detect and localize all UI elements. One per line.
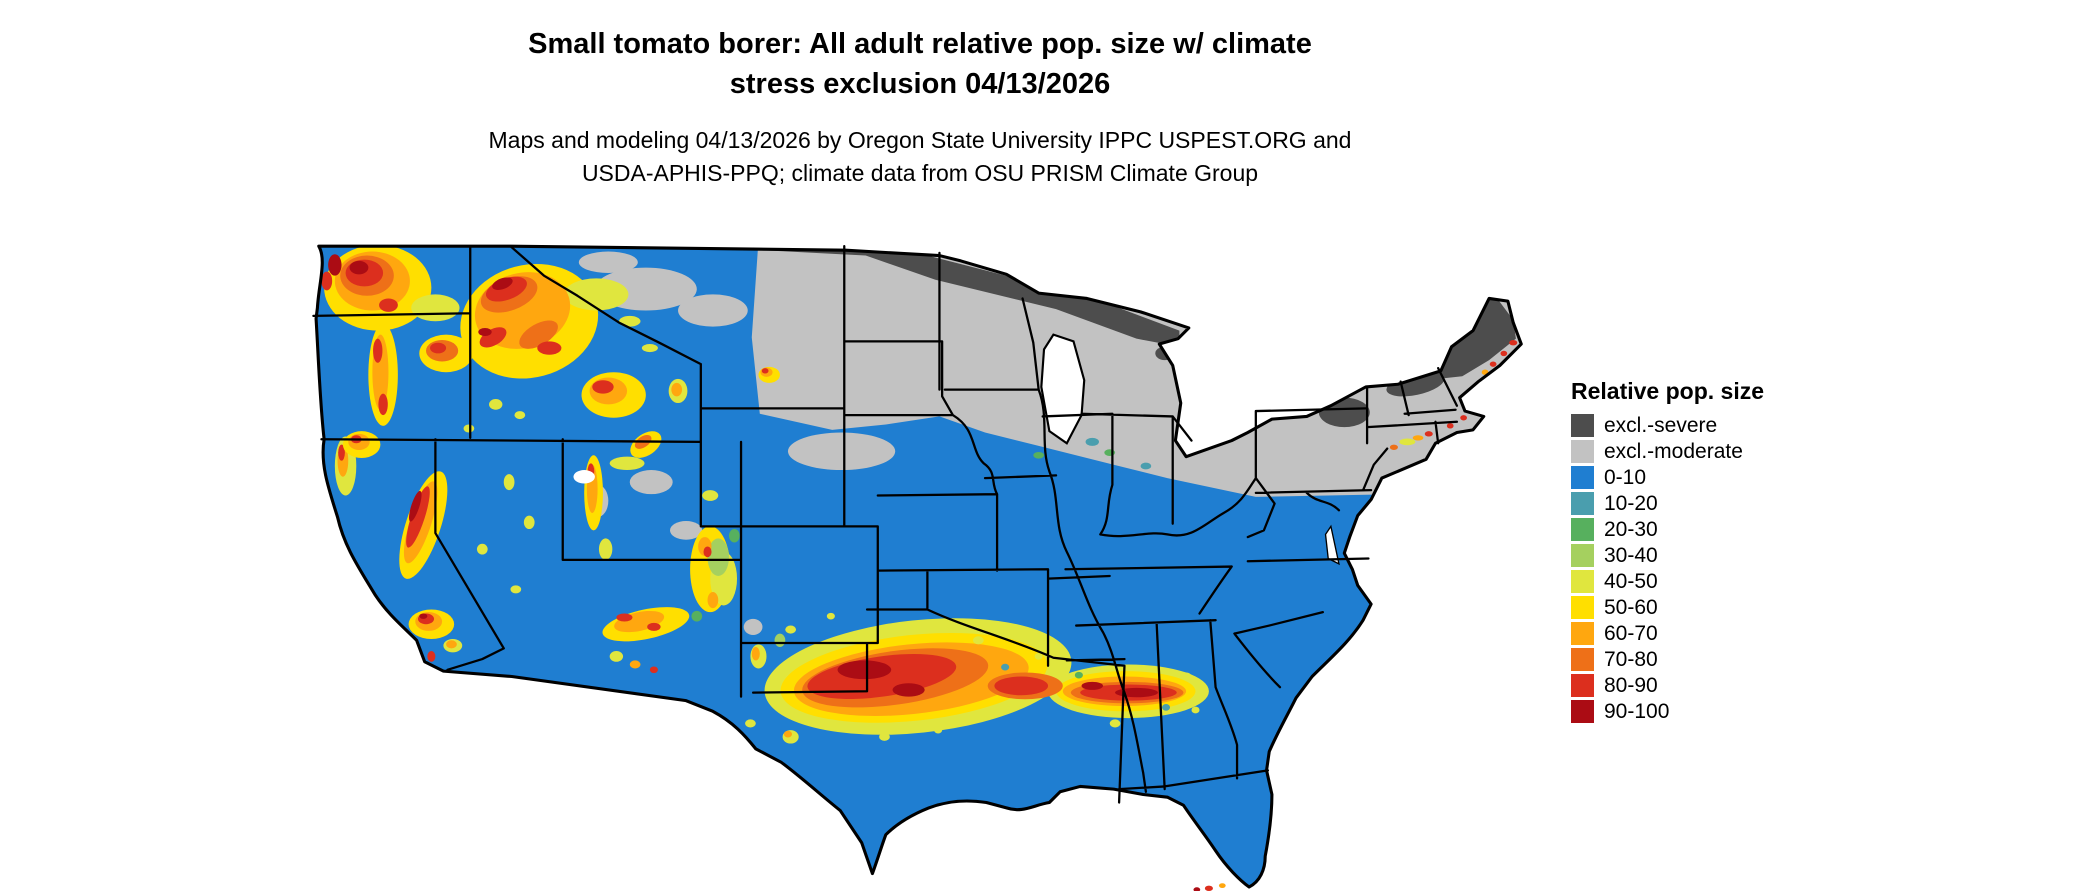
legend-label: 0-10 xyxy=(1604,465,1647,489)
legend-swatch xyxy=(1571,414,1594,437)
legend-label: 10-20 xyxy=(1604,491,1658,515)
legend-swatch xyxy=(1571,622,1594,645)
legend-swatch xyxy=(1571,518,1594,541)
legend: Relative pop. size excl.-severe excl.-mo… xyxy=(1571,378,1764,726)
us-map-svg xyxy=(312,244,1523,891)
legend-label: 70-80 xyxy=(1604,647,1658,671)
legend-swatch xyxy=(1571,440,1594,463)
legend-label: excl.-moderate xyxy=(1604,439,1743,463)
hotspot-california xyxy=(334,431,463,662)
legend-item-90-100: 90-100 xyxy=(1571,700,1764,723)
legend-item-excl-moderate: excl.-moderate xyxy=(1571,440,1764,463)
map-subtitle-line1: Maps and modeling 04/13/2026 by Oregon S… xyxy=(488,127,1352,153)
map-subtitle-line2: USDA-APHIS-PPQ; climate data from OSU PR… xyxy=(581,160,1259,186)
legend-label: 60-70 xyxy=(1604,621,1658,645)
legend-swatch xyxy=(1571,492,1594,515)
hotspot-gulf-band xyxy=(745,612,1209,744)
legend-label: 90-100 xyxy=(1604,699,1670,723)
hotspot-colorado xyxy=(690,526,740,622)
legend-item-50-60: 50-60 xyxy=(1571,596,1764,619)
hotspot-pacific-northwest xyxy=(321,246,460,331)
legend-item-30-40: 30-40 xyxy=(1571,544,1764,567)
legend-item-70-80: 70-80 xyxy=(1571,648,1764,671)
legend-label: 20-30 xyxy=(1604,517,1658,541)
legend-label: 50-60 xyxy=(1604,595,1658,619)
legend-item-excl-severe: excl.-severe xyxy=(1571,414,1764,437)
hotspot-northern-rockies xyxy=(460,263,658,379)
map-title-line1: Small tomato borer: All adult relative p… xyxy=(528,28,1312,60)
legend-item-20-30: 20-30 xyxy=(1571,518,1764,541)
legend-label: excl.-severe xyxy=(1604,413,1718,437)
us-outline xyxy=(314,244,1523,889)
state-borders xyxy=(312,245,1459,804)
legend-swatch xyxy=(1571,466,1594,489)
hotspot-oregon xyxy=(368,323,526,433)
legend-item-0-10: 0-10 xyxy=(1571,466,1764,489)
hotspot-nevada-dots xyxy=(476,474,535,594)
great-salt-lake xyxy=(573,470,595,484)
legend-swatch xyxy=(1571,700,1594,723)
legend-item-40-50: 40-50 xyxy=(1571,570,1764,593)
legend-swatch xyxy=(1571,570,1594,593)
legend-label: 30-40 xyxy=(1604,543,1658,567)
legend-swatch xyxy=(1571,674,1594,697)
map-subtitle: Maps and modeling 04/13/2026 by Oregon S… xyxy=(0,124,1840,190)
legend-item-10-20: 10-20 xyxy=(1571,492,1764,515)
us-map-figure xyxy=(308,214,1528,891)
header: Small tomato borer: All adult relative p… xyxy=(0,24,1840,190)
map-title-line2: stress exclusion 04/13/2026 xyxy=(729,68,1111,100)
florida-keys xyxy=(1193,883,1226,891)
legend-swatch xyxy=(1571,544,1594,567)
legend-swatch xyxy=(1571,596,1594,619)
hotspot-black-hills xyxy=(758,366,780,383)
legend-label: 80-90 xyxy=(1604,673,1658,697)
legend-item-60-70: 60-70 xyxy=(1571,622,1764,645)
legend-swatch xyxy=(1571,648,1594,671)
legend-label: 40-50 xyxy=(1604,569,1658,593)
legend-item-80-90: 80-90 xyxy=(1571,674,1764,697)
legend-title: Relative pop. size xyxy=(1571,378,1765,404)
